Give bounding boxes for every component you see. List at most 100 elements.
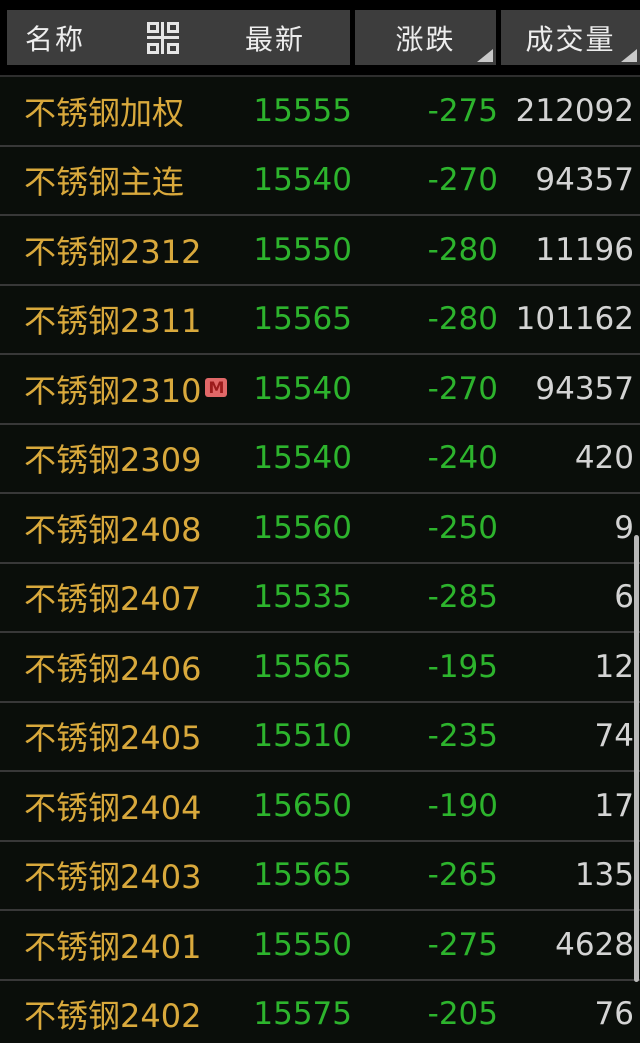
latest-price: 15540 [253, 162, 352, 199]
column-header-change: 涨跌 [395, 22, 456, 56]
quote-row[interactable]: 不锈钢2408 15560 -250 9 [0, 494, 640, 564]
trade-volume: 9 [614, 509, 634, 546]
trade-volume: 76 [594, 996, 634, 1033]
contract-name-cell: 不锈钢2407 [0, 574, 230, 620]
grid-square [167, 43, 179, 54]
sort-indicator-icon [477, 49, 493, 62]
quote-row[interactable]: 不锈钢2407 15535 -285 6 [0, 563, 640, 633]
latest-price: 15575 [253, 996, 352, 1033]
price-change: -265 [427, 857, 498, 894]
contract-name: 不锈钢2310 [24, 371, 202, 410]
contract-name-cell: 不锈钢2312 [0, 227, 230, 273]
trade-volume: 101162 [515, 301, 634, 338]
trade-volume: 94357 [535, 162, 634, 199]
column-header-latest[interactable]: 最新 [245, 22, 306, 56]
latest-price: 15540 [253, 440, 352, 477]
price-change: -195 [427, 648, 498, 685]
contract-name-cell: 不锈钢2402 [0, 991, 230, 1037]
price-change: -280 [427, 301, 498, 338]
quote-list: 不锈钢加权 15555 -275 212092 不锈钢主连 15540 -270… [0, 75, 640, 1043]
contract-name: 不锈钢2404 [24, 788, 202, 827]
contract-name: 不锈钢加权 [24, 93, 185, 132]
quote-row[interactable]: 不锈钢主连 15540 -270 94357 [0, 146, 640, 216]
contract-name-cell: 不锈钢2401 [0, 922, 230, 968]
price-change: -270 [427, 162, 498, 199]
contract-name: 不锈钢主连 [24, 163, 185, 202]
contract-name-cell: 不锈钢2408 [0, 505, 230, 551]
latest-price: 15535 [253, 579, 352, 616]
quote-row[interactable]: 不锈钢2402 15575 -205 76 [0, 980, 640, 1043]
quote-row[interactable]: 不锈钢2401 15550 -275 4628 [0, 911, 640, 981]
contract-name-cell: 不锈钢2406 [0, 644, 230, 690]
contract-name: 不锈钢2311 [24, 302, 202, 341]
latest-price: 15565 [253, 648, 352, 685]
trade-volume: 420 [574, 440, 634, 477]
trade-volume: 94357 [535, 370, 634, 407]
trade-volume: 6 [614, 579, 634, 616]
trade-volume: 74 [594, 718, 634, 755]
column-header-name[interactable]: 名称 [25, 22, 86, 56]
price-change: -270 [427, 370, 498, 407]
grid-square [147, 43, 159, 54]
contract-name-cell: 不锈钢2405 [0, 713, 230, 759]
trade-volume: 135 [574, 857, 634, 894]
table-header: 名称 最新 涨跌 成交量 [7, 10, 640, 65]
price-change: -275 [427, 926, 498, 963]
scrollbar-thumb[interactable] [634, 535, 639, 982]
quote-row[interactable]: 不锈钢2310 M 15540 -270 94357 [0, 355, 640, 425]
latest-price: 15510 [253, 718, 352, 755]
trade-volume: 4628 [555, 926, 634, 963]
header-cell-main: 名称 最新 [7, 10, 350, 65]
latest-price: 15565 [253, 301, 352, 338]
contract-name: 不锈钢2408 [24, 510, 202, 549]
grid-square [167, 22, 179, 33]
quote-row[interactable]: 不锈钢2403 15565 -265 135 [0, 841, 640, 911]
contract-name: 不锈钢2402 [24, 997, 202, 1036]
contract-name: 不锈钢2406 [24, 649, 202, 688]
latest-price: 15540 [253, 370, 352, 407]
price-change: -285 [427, 579, 498, 616]
quote-row[interactable]: 不锈钢2406 15565 -195 12 [0, 633, 640, 703]
contract-name-cell: 不锈钢2310 M [0, 366, 230, 412]
price-change: -250 [427, 509, 498, 546]
grid-square [147, 22, 159, 33]
sort-indicator-icon [621, 49, 637, 62]
main-contract-badge: M [205, 377, 228, 397]
latest-price: 15550 [253, 231, 352, 268]
price-change: -275 [427, 92, 498, 129]
latest-price: 15555 [253, 92, 352, 129]
header-cell-change[interactable]: 涨跌 [355, 10, 496, 65]
latest-price: 15560 [253, 509, 352, 546]
quote-row[interactable]: 不锈钢2312 15550 -280 11196 [0, 216, 640, 286]
latest-price: 15565 [253, 857, 352, 894]
contract-name-cell: 不锈钢2404 [0, 783, 230, 829]
contract-name: 不锈钢2312 [24, 232, 202, 271]
contract-name-cell: 不锈钢主连 [0, 157, 230, 203]
header-cell-volume[interactable]: 成交量 [501, 10, 640, 65]
trade-volume: 12 [594, 648, 634, 685]
quote-row[interactable]: 不锈钢2405 15510 -235 74 [0, 702, 640, 772]
trade-volume: 212092 [515, 92, 634, 129]
contract-name-cell: 不锈钢2311 [0, 296, 230, 342]
price-change: -205 [427, 996, 498, 1033]
latest-price: 15550 [253, 926, 352, 963]
trade-volume: 11196 [535, 231, 634, 268]
quote-row[interactable]: 不锈钢2404 15650 -190 17 [0, 772, 640, 842]
contract-name: 不锈钢2407 [24, 580, 202, 619]
contract-name: 不锈钢2401 [24, 927, 202, 966]
price-change: -240 [427, 440, 498, 477]
latest-price: 15650 [253, 787, 352, 824]
price-change: -280 [427, 231, 498, 268]
contract-name-cell: 不锈钢2309 [0, 435, 230, 481]
contract-name-cell: 不锈钢加权 [0, 88, 230, 134]
grid-layout-icon[interactable] [147, 22, 179, 54]
quote-row[interactable]: 不锈钢2309 15540 -240 420 [0, 424, 640, 494]
column-header-volume: 成交量 [525, 22, 616, 56]
contract-name: 不锈钢2403 [24, 858, 202, 897]
contract-name-cell: 不锈钢2403 [0, 852, 230, 898]
price-change: -235 [427, 718, 498, 755]
quote-row[interactable]: 不锈钢2311 15565 -280 101162 [0, 285, 640, 355]
quote-row[interactable]: 不锈钢加权 15555 -275 212092 [0, 77, 640, 147]
grid-cross-bar [161, 22, 164, 54]
